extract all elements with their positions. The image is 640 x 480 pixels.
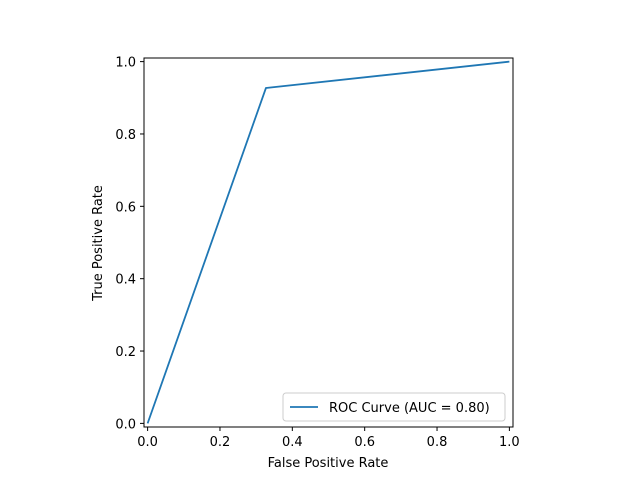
x-tick-label: 0.0 [137, 435, 158, 450]
x-tick-label: 0.8 [427, 435, 448, 450]
y-axis: 0.0 0.2 0.4 0.6 0.8 1.0 [115, 56, 144, 432]
y-tick-label: 0.4 [115, 273, 136, 288]
x-axis: 0.0 0.2 0.4 0.6 0.8 1.0 [137, 427, 520, 450]
x-tick-label: 0.4 [282, 435, 303, 450]
y-tick-label: 0.6 [115, 200, 136, 215]
y-tick-label: 0.0 [115, 417, 136, 432]
y-tick-label: 0.8 [115, 128, 136, 143]
x-tick-label: 0.6 [354, 435, 375, 450]
legend-box [282, 392, 506, 422]
y-tick-label: 1.0 [115, 56, 136, 71]
x-tick-label: 1.0 [499, 435, 520, 450]
legend: ROC Curve (AUC = 0.80) [282, 392, 506, 422]
y-axis-label: True Positive Rate [91, 185, 106, 302]
plot-area [143, 57, 514, 428]
x-axis-label: False Positive Rate [268, 456, 389, 471]
x-tick-label: 0.2 [210, 435, 231, 450]
y-tick-label: 0.2 [115, 345, 136, 360]
legend-entry-label: ROC Curve (AUC = 0.80) [329, 401, 490, 416]
series-group [146, 60, 510, 424]
